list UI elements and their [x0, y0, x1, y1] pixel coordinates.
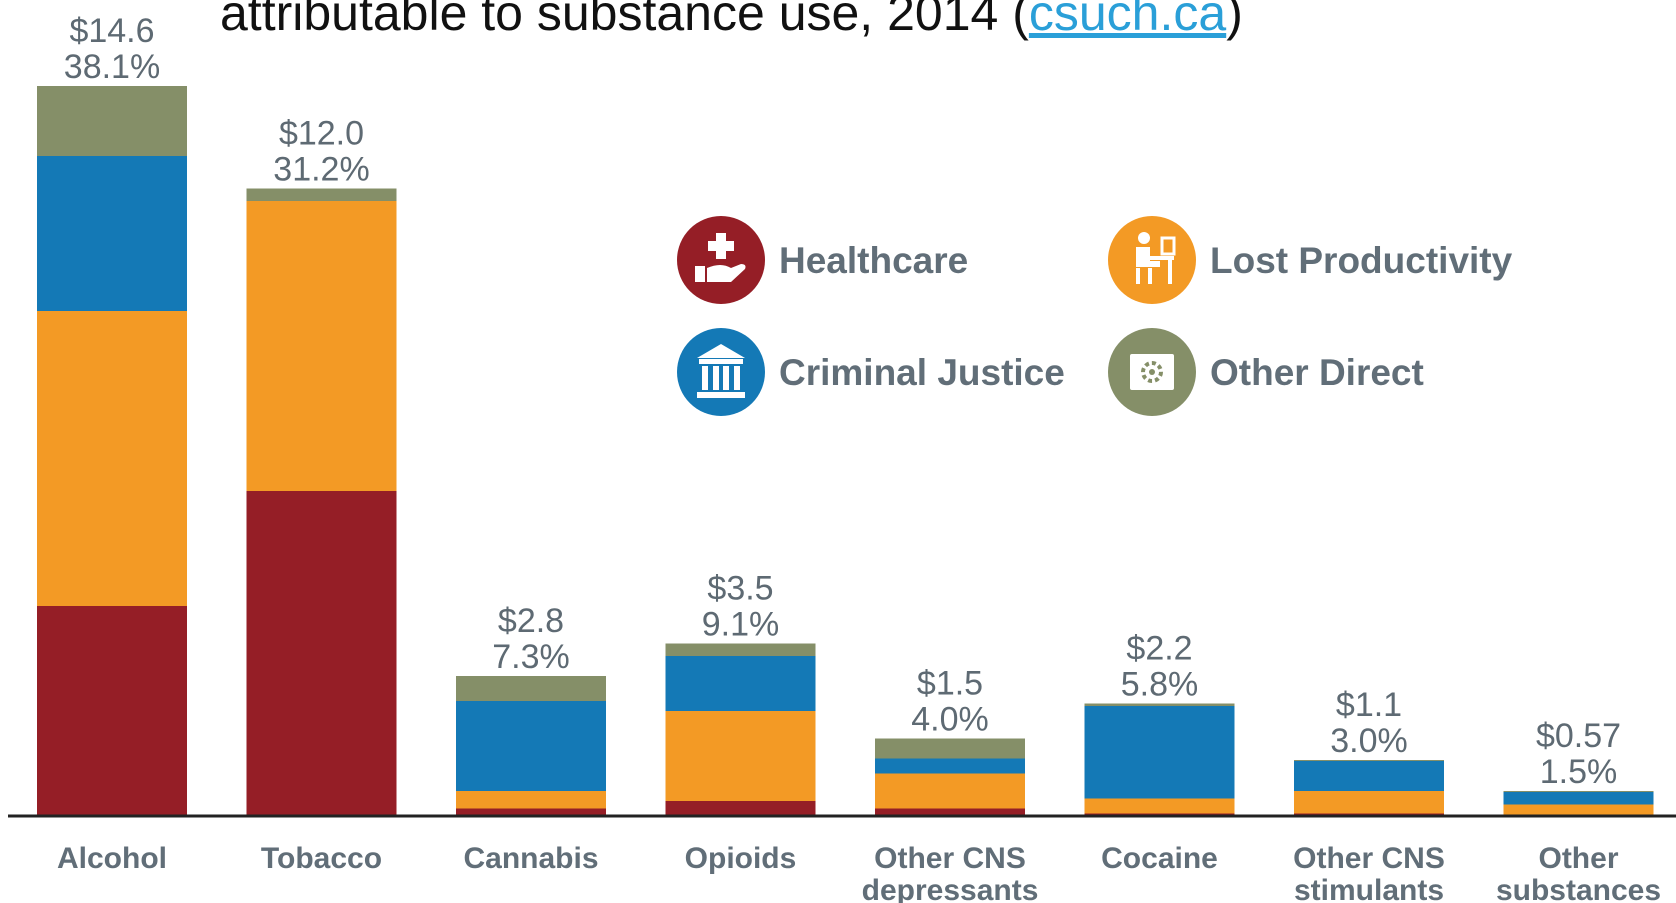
bar-tobacco-other-direct: [247, 189, 397, 202]
legend-item-other-direct: Other Direct: [1108, 328, 1424, 416]
percent-label-opioids: 9.1%: [702, 606, 780, 644]
percent-label-cocaine: 5.8%: [1121, 666, 1199, 704]
legend-item-lost-productivity: Lost Productivity: [1108, 216, 1513, 304]
percent-label-cannabis: 7.3%: [492, 638, 570, 676]
total-label-cannabis: $2.8: [498, 602, 564, 640]
bar-opioids-other-direct: [666, 644, 816, 657]
bar-opioids-lost-productivity: [666, 711, 816, 801]
folder-gear-icon: [1108, 328, 1196, 416]
percent-label-other-substances: 1.5%: [1540, 753, 1618, 791]
total-label-alcohol: $14.6: [69, 12, 154, 50]
total-label-other-cns-stimulants: $1.1: [1336, 686, 1402, 724]
bar-other-cns-depressants-other-direct: [875, 739, 1025, 759]
bar-other-cns-stimulants-lost-productivity: [1294, 791, 1444, 814]
percent-label-other-cns-stimulants: 3.0%: [1330, 722, 1408, 760]
chart-title: attributable to substance use, 2014 (csu…: [220, 0, 1243, 41]
bar-other-cns-depressants-criminal-justice: [875, 759, 1025, 774]
category-label-other-cns-stimulants: Other CNS stimulants: [1293, 842, 1445, 903]
bar-alcohol-healthcare: [37, 606, 187, 816]
bar-tobacco-healthcare: [247, 491, 397, 816]
bars-group: [37, 86, 1654, 816]
category-label-cocaine: Cocaine: [1101, 842, 1218, 875]
legend: Healthcare Lost Productivity Criminal Just…: [677, 216, 1513, 416]
bar-other-substances-criminal-justice: [1504, 792, 1654, 805]
bar-other-cns-stimulants-criminal-justice: [1294, 761, 1444, 791]
bar-opioids-healthcare: [666, 801, 816, 816]
bar-alcohol-criminal-justice: [37, 156, 187, 311]
legend-label-healthcare: Healthcare: [779, 240, 968, 281]
bar-cocaine-criminal-justice: [1085, 706, 1235, 799]
bar-opioids-criminal-justice: [666, 656, 816, 711]
bar-alcohol-lost-productivity: [37, 311, 187, 606]
bar-alcohol-other-direct: [37, 86, 187, 156]
bar-cannabis-lost-productivity: [456, 791, 606, 809]
person-at-desk-icon: [1108, 216, 1196, 304]
bar-other-cns-depressants-lost-productivity: [875, 774, 1025, 809]
category-label-cannabis: Cannabis: [463, 842, 598, 875]
percent-label-alcohol: 38.1%: [64, 48, 160, 86]
bar-tobacco-lost-productivity: [247, 201, 397, 491]
legend-label-criminal-justice: Criminal Justice: [779, 352, 1065, 393]
category-labels-group: Alcohol Tobacco Cannabis Opioids Other CNS de…: [57, 842, 1661, 903]
category-label-tobacco: Tobacco: [261, 842, 382, 875]
category-label-opioids: Opioids: [685, 842, 797, 875]
total-label-other-cns-depressants: $1.5: [917, 665, 983, 703]
bar-other-cns-stimulants-other-direct: [1294, 760, 1444, 761]
bar-cocaine-lost-productivity: [1085, 799, 1235, 814]
category-label-alcohol: Alcohol: [57, 842, 167, 875]
legend-item-criminal-justice: Criminal Justice: [677, 328, 1065, 416]
legend-label-lost-productivity: Lost Productivity: [1210, 240, 1513, 281]
bar-cocaine-other-direct: [1085, 704, 1235, 707]
bar-other-substances-other-direct: [1504, 791, 1654, 792]
courthouse-icon: [677, 328, 765, 416]
total-label-tobacco: $12.0: [279, 115, 364, 153]
category-label-other-cns-depressants: Other CNS depressants: [862, 842, 1039, 903]
total-label-cocaine: $2.2: [1126, 630, 1192, 668]
percent-label-tobacco: 31.2%: [273, 151, 369, 189]
legend-item-healthcare: Healthcare: [677, 216, 968, 304]
hand-medical-cross-icon: [677, 216, 765, 304]
bar-cannabis-criminal-justice: [456, 701, 606, 791]
source-link[interactable]: csuch.ca: [1029, 0, 1227, 41]
total-label-opioids: $3.5: [707, 570, 773, 608]
legend-label-other-direct: Other Direct: [1210, 352, 1424, 393]
category-label-other-substances: Other substances: [1496, 842, 1661, 903]
bar-cannabis-other-direct: [456, 676, 606, 701]
percent-label-other-cns-depressants: 4.0%: [911, 701, 989, 739]
total-label-other-substances: $0.57: [1536, 717, 1621, 755]
bar-other-substances-lost-productivity: [1504, 805, 1654, 815]
